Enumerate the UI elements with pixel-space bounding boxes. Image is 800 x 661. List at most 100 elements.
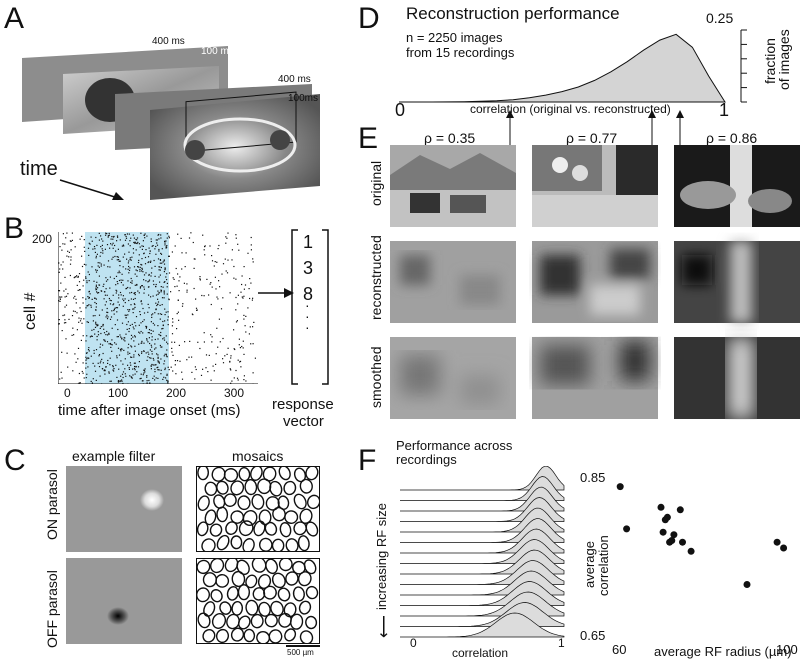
spike-dot (247, 307, 249, 309)
spike-dot (131, 282, 133, 284)
spike-dot (100, 326, 102, 328)
spike-dot (148, 329, 151, 331)
spike-dot (142, 240, 144, 242)
spike-dot (161, 346, 163, 348)
spike-dot (130, 259, 132, 261)
spike-dot (139, 268, 141, 271)
ridge-series-5 (400, 507, 565, 533)
spike-dot (151, 316, 153, 318)
spike-dot (230, 355, 232, 357)
spike-dot (76, 284, 78, 286)
spike-dot (174, 364, 176, 366)
spike-dot (118, 380, 120, 382)
spike-dot (103, 328, 105, 330)
spike-dot (148, 279, 151, 281)
spike-dot (95, 298, 97, 300)
receptive-field-outline (197, 612, 211, 629)
spike-dot (68, 256, 70, 258)
spike-dot (157, 377, 159, 379)
spike-dot (211, 260, 214, 262)
spike-dot (163, 260, 165, 262)
spike-dot (124, 239, 127, 241)
spike-dot (171, 347, 173, 349)
receptive-field-outline (243, 628, 256, 643)
spike-dot (102, 352, 104, 355)
spike-dot (231, 249, 233, 251)
spike-dot (143, 234, 145, 236)
spike-dot (160, 266, 162, 269)
spike-dot (112, 256, 114, 258)
spike-dot (131, 356, 133, 358)
spike-dot (131, 377, 133, 379)
spike-dot (90, 380, 92, 382)
spike-dot (209, 283, 211, 285)
spike-dot (134, 322, 136, 324)
spike-dot (159, 313, 161, 315)
spike-dot (157, 361, 159, 363)
spike-dot (107, 279, 109, 281)
spike-dot (147, 303, 149, 305)
spike-dot (158, 233, 160, 236)
row-label-reconstructed: reconstructed (368, 235, 384, 320)
spike-dot (163, 259, 165, 261)
spike-dot (194, 366, 196, 368)
spike-dot (111, 350, 113, 352)
spike-dot (107, 266, 109, 268)
receptive-field-outline (297, 535, 310, 552)
spike-dot (191, 371, 193, 373)
spike-dot (58, 323, 60, 325)
receptive-field-outline (196, 521, 209, 537)
receptive-field-outline (196, 559, 211, 575)
spike-dot (91, 382, 93, 384)
spike-dot (166, 282, 168, 284)
spike-dot (77, 289, 79, 291)
spike-dot (61, 377, 63, 379)
spike-dot (120, 294, 122, 296)
spike-dot (159, 262, 161, 264)
spike-dot (116, 307, 119, 309)
spike-dot (82, 372, 84, 374)
spike-dot (133, 237, 135, 239)
spike-dot (242, 340, 244, 342)
spike-dot (229, 361, 231, 363)
spike-dot (210, 379, 212, 381)
raster-xlabel: time after image onset (ms) (58, 402, 241, 419)
spike-dot (127, 243, 129, 245)
spike-dot (129, 267, 131, 269)
spike-dot (59, 296, 61, 298)
spike-dot (130, 338, 132, 340)
spike-dot (90, 306, 92, 308)
receptive-field-outline (250, 466, 263, 481)
spike-dot (218, 318, 220, 320)
receptive-field-outline (201, 538, 216, 552)
spike-dot (166, 293, 168, 295)
spike-dot (148, 247, 150, 249)
spike-dot (203, 332, 205, 334)
spike-dot (159, 266, 161, 268)
spike-dot (108, 343, 110, 345)
spike-dot (216, 327, 218, 329)
on-parasol-filter (66, 466, 182, 552)
spike-dot (111, 344, 113, 346)
receptive-field-outline (305, 585, 319, 600)
spike-dot (125, 375, 127, 377)
spike-dot (123, 349, 125, 351)
spike-dot (222, 358, 224, 360)
spike-dot (98, 366, 101, 368)
spike-dot (150, 260, 152, 262)
receptive-field-outline (303, 559, 317, 575)
spike-dot (162, 378, 164, 380)
spike-dot (95, 309, 97, 311)
spike-dot (86, 335, 88, 337)
spike-dot (61, 249, 63, 251)
spike-dot (58, 300, 60, 302)
receptive-field-outline (293, 493, 307, 510)
spike-dot (110, 300, 112, 302)
spike-dot (148, 353, 150, 355)
spike-dot (149, 349, 151, 351)
spike-dot (86, 280, 88, 282)
spike-dot (118, 368, 120, 370)
spike-dot (165, 246, 167, 248)
spike-dot (163, 293, 165, 295)
vector-dot-2: · (305, 308, 310, 324)
